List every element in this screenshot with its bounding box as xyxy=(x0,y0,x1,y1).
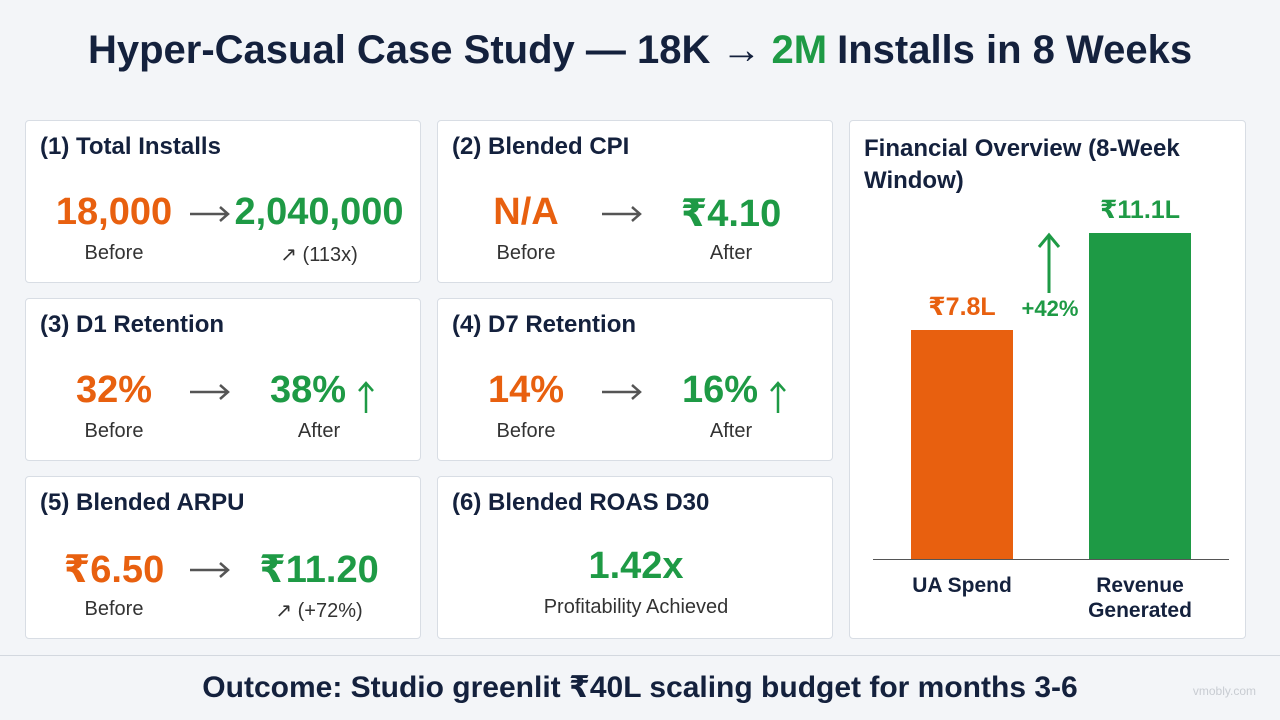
card-label: (1) Total Installs xyxy=(40,133,221,160)
title-end: Installs in 8 Weeks xyxy=(837,28,1193,72)
title-start: Hyper-Casual Case Study — 18K → xyxy=(87,28,762,72)
before-caption: Before xyxy=(496,242,556,264)
card-label: (4) D7 Retention xyxy=(452,311,637,338)
bar xyxy=(1089,233,1191,559)
kpi-card: (1) Total Installs 18,000 Before 2,040,000 ↗… xyxy=(25,120,421,283)
arrow-path xyxy=(190,562,230,578)
after-value: 38% xyxy=(269,369,347,411)
kpi-card: (4) D7 Retention 14% Before 16% After xyxy=(437,298,833,461)
category-label: Revenue Generated xyxy=(1088,574,1192,622)
footer: Outcome: Studio greenlit ₹40L scaling bu… xyxy=(202,671,1078,704)
separator xyxy=(0,655,1280,656)
up-arrow xyxy=(1037,232,1061,293)
chart-card: Financial Overview (8-Week Window) +42% … xyxy=(849,120,1246,639)
after-caption: ↗ (+72%) xyxy=(275,600,363,622)
kpi-card: (5) Blended ARPU ₹6.50 Before ₹11.20 ↗ (+72%… xyxy=(25,476,421,639)
before-value: 14% xyxy=(487,369,565,411)
chart-title: Financial Overview (8-Week Window) xyxy=(864,135,1180,194)
chart-annotation: +42% xyxy=(1021,296,1079,321)
kpi-card: (6) Blended ROAS D30 1.42x Profitability A… xyxy=(437,476,833,639)
card-label: (2) Blended CPI xyxy=(452,133,630,160)
category-label: UA Spend xyxy=(912,574,1012,597)
after-value: 16% xyxy=(681,369,759,411)
before-value: ₹6.50 xyxy=(63,549,165,591)
value-label: ₹7.8L xyxy=(928,292,996,321)
up-arrow xyxy=(358,381,374,413)
right-arrow xyxy=(190,562,230,578)
arrow-path xyxy=(190,384,230,400)
right-arrow xyxy=(602,206,642,222)
arrow-path xyxy=(602,384,642,400)
right-arrow xyxy=(190,206,230,222)
arrow-path xyxy=(190,206,230,222)
before-caption: Before xyxy=(84,598,144,620)
page-title: Hyper-Casual Case Study — 18K → 2M Install… xyxy=(0,28,1280,73)
bar xyxy=(911,329,1013,559)
right-arrow xyxy=(602,384,642,400)
after-caption: After xyxy=(709,420,753,442)
after-caption: After xyxy=(709,242,753,264)
before-value: N/A xyxy=(493,191,559,233)
arrow-path xyxy=(358,381,374,413)
watermark: vmobly.com xyxy=(1192,684,1256,698)
before-value: 18,000 xyxy=(55,191,173,233)
arrow-path xyxy=(602,206,642,222)
before-caption: Before xyxy=(496,420,556,442)
card-label: (5) Blended ARPU xyxy=(40,489,245,516)
before-value: 32% xyxy=(75,369,153,411)
value-label: ₹11.1L xyxy=(1100,196,1180,224)
kpi-card: (2) Blended CPI N/A Before ₹4.10 After xyxy=(437,120,833,283)
up-arrow xyxy=(770,381,786,413)
after-caption: ↗ (113x) xyxy=(280,244,358,266)
after-value: ₹4.10 xyxy=(680,193,782,235)
baseline xyxy=(873,559,1229,560)
after-value: 2,040,000 xyxy=(234,191,404,233)
title-highlight: 2M xyxy=(771,28,828,72)
card-label: (3) D1 Retention xyxy=(40,311,225,338)
card-label: (6) Blended ROAS D30 xyxy=(452,489,710,516)
kpi-card: (3) D1 Retention 32% Before 38% After xyxy=(25,298,421,461)
kpi-caption: Profitability Achieved xyxy=(543,596,729,618)
before-caption: Before xyxy=(84,242,144,264)
after-value: ₹11.20 xyxy=(259,549,379,591)
after-caption: After xyxy=(297,420,341,442)
before-caption: Before xyxy=(84,420,144,442)
arrow-path xyxy=(770,381,786,413)
right-arrow xyxy=(190,384,230,400)
kpi-value: 1.42x xyxy=(588,545,684,587)
